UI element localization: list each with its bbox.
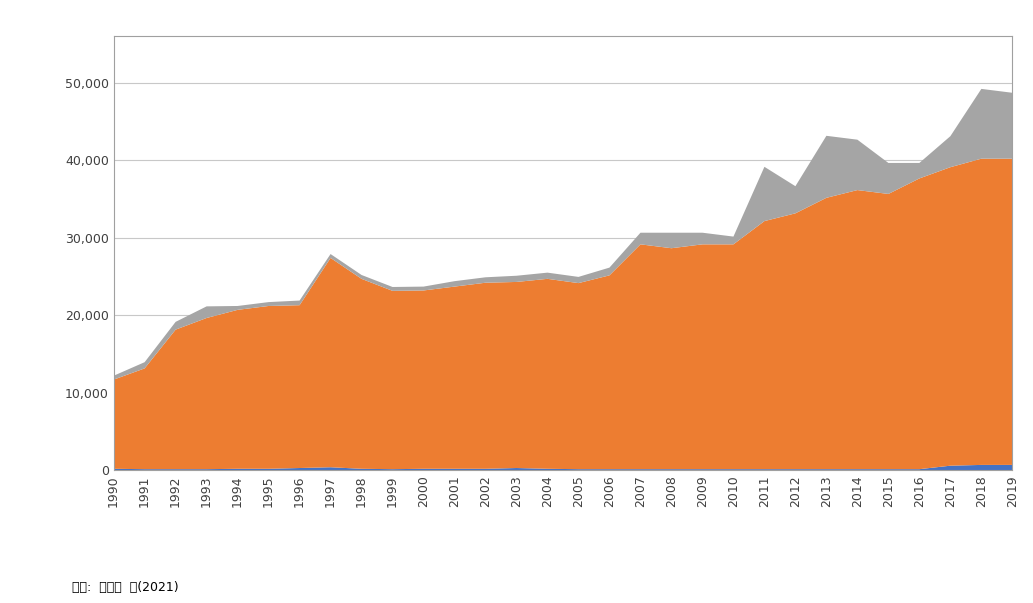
Text: 출처:  안영환  외(2021): 출처: 안영환 외(2021) <box>72 581 179 594</box>
